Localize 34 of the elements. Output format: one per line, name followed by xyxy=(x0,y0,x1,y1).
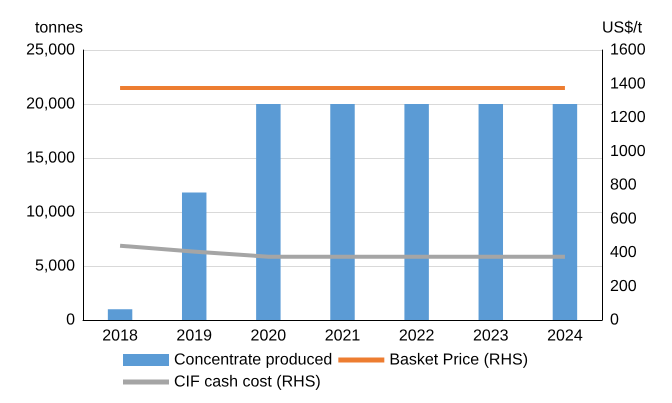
bar xyxy=(182,192,206,320)
x-tick-label: 2023 xyxy=(472,328,509,344)
bar xyxy=(404,104,429,320)
y2-tick-label: 1000 xyxy=(610,142,646,160)
y2-tick-label: 200 xyxy=(610,278,637,295)
y2-tick-label: 600 xyxy=(610,210,637,228)
bar xyxy=(552,104,578,320)
y-axis-title: tonnes xyxy=(34,20,83,36)
y2-tick-label: 400 xyxy=(610,244,637,261)
x-tick-label: 2022 xyxy=(398,328,435,344)
y2-tick-label: 800 xyxy=(610,176,637,194)
y-tick-label: 10,000 xyxy=(26,204,76,220)
x-tick-label: 2024 xyxy=(547,328,583,344)
y-tick-label: 25,000 xyxy=(26,42,76,58)
y-tick-label: 0 xyxy=(66,312,76,328)
bar xyxy=(478,104,504,320)
bar xyxy=(108,309,132,320)
y2-tick-label: 1600 xyxy=(610,42,646,58)
legend-label: CIF cash cost (RHS) xyxy=(174,374,321,390)
y-tick-label: 20,000 xyxy=(26,96,76,112)
y2-tick-label: 1200 xyxy=(610,109,646,126)
y-tick-label: 15,000 xyxy=(26,150,76,166)
y-tick-label: 5,000 xyxy=(34,258,76,274)
bar xyxy=(330,104,355,320)
legend-label: Concentrate produced xyxy=(174,352,332,368)
x-tick-label: 2018 xyxy=(102,328,138,344)
y2-tick-label: 1400 xyxy=(610,75,646,92)
x-tick-label: 2020 xyxy=(250,328,286,344)
y2-axis-title: US$/t xyxy=(602,20,643,36)
legend-label: Basket Price (RHS) xyxy=(389,352,528,368)
x-tick-label: 2021 xyxy=(324,328,360,344)
x-tick-label: 2019 xyxy=(176,328,212,344)
y2-tick-label: 0 xyxy=(610,312,619,328)
bar xyxy=(256,104,281,320)
